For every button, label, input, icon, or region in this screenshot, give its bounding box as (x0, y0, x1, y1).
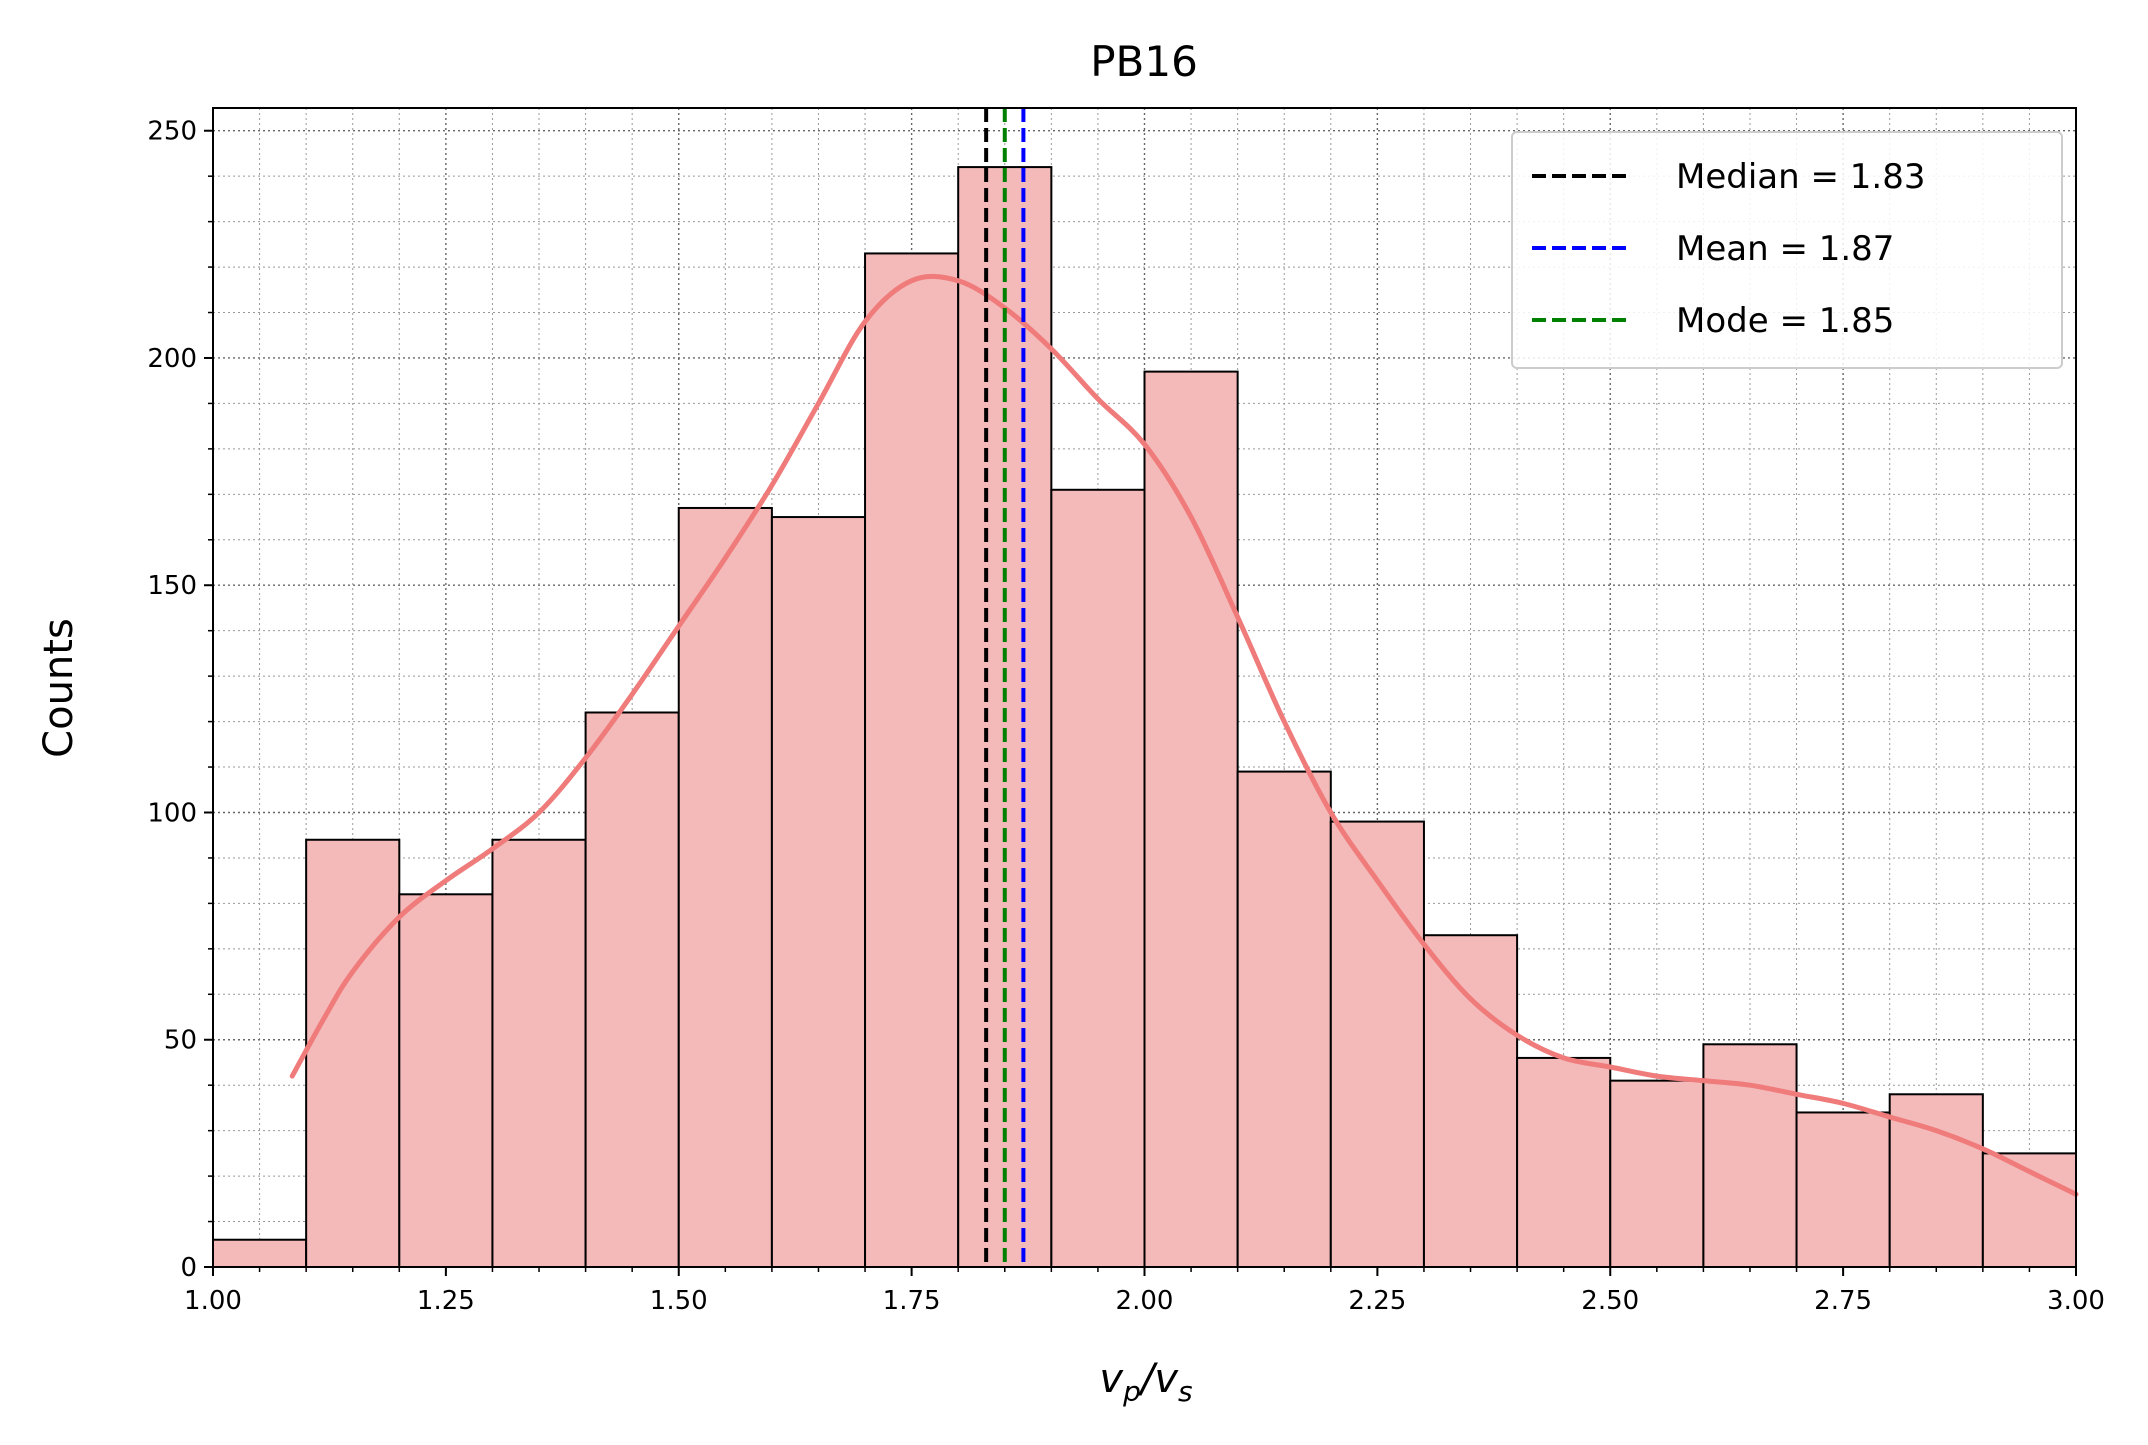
histogram-bars (212, 166, 2077, 1269)
histogram-bar (1516, 1056, 1612, 1269)
statistic-lines (984, 108, 1026, 1267)
svg-text:vp/vs: vp/vs (1099, 1356, 1192, 1408)
x-axis-ticks: 1.00 1.25 1.50 1.75 2.00 2.25 2.50 2.75 3.00 (184, 1267, 2105, 1316)
histogram-bar (1050, 488, 1146, 1269)
histogram-bar (305, 838, 401, 1269)
histogram-bar (864, 252, 960, 1269)
histogram-bar (491, 838, 587, 1269)
x-tick-label: 1.50 (650, 1286, 708, 1316)
kde-curve-group (289, 273, 2079, 1197)
y-tick-label: 200 (147, 344, 197, 374)
y-axis-label: Counts (36, 618, 82, 758)
histogram-bar (1236, 770, 1332, 1268)
x-tick-label: 2.25 (1348, 1286, 1406, 1316)
histogram-bar (770, 516, 867, 1268)
legend: Median = 1.83 Mean = 1.87 Mode = 1.85 (1511, 131, 2063, 369)
legend-box (1511, 131, 2063, 369)
x-tick-label: 2.50 (1581, 1286, 1639, 1316)
x-tick-label: 1.25 (417, 1286, 475, 1316)
histogram-bar (1422, 934, 1519, 1268)
y-axis-ticks: 0 50 100 150 200 250 (147, 117, 213, 1283)
histogram-bar (212, 1238, 308, 1268)
x-tick-label: 2.00 (1116, 1286, 1174, 1316)
y-tick-label: 50 (164, 1026, 197, 1056)
x-tick-label: 2.75 (1814, 1286, 1872, 1316)
y-tick-label: 250 (147, 117, 197, 147)
legend-label-median: Median = 1.83 (1676, 157, 1925, 197)
x-axis-label: vp/vs (1099, 1356, 1192, 1408)
histogram-bar (1329, 820, 1425, 1268)
histogram-bar (584, 711, 680, 1268)
y-tick-label: 100 (147, 798, 197, 828)
histogram-bar (1143, 370, 1239, 1269)
histogram-bar (1795, 1111, 1891, 1269)
legend-label-mode: Mode = 1.85 (1676, 301, 1894, 341)
x-tick-label: 3.00 (2047, 1286, 2105, 1316)
x-tick-label: 1.75 (883, 1286, 941, 1316)
legend-label-mean: Mean = 1.87 (1676, 229, 1894, 269)
histogram-bar (398, 893, 494, 1268)
histogram-bar (1702, 1043, 1798, 1268)
y-tick-label: 0 (180, 1253, 197, 1283)
x-tick-label: 1.00 (184, 1286, 242, 1316)
histogram-bar (1609, 1079, 1705, 1269)
kde-curve (289, 273, 2079, 1197)
histogram-bar (677, 506, 773, 1268)
y-tick-label: 150 (147, 571, 197, 601)
chart-title: PB16 (1090, 37, 1198, 86)
